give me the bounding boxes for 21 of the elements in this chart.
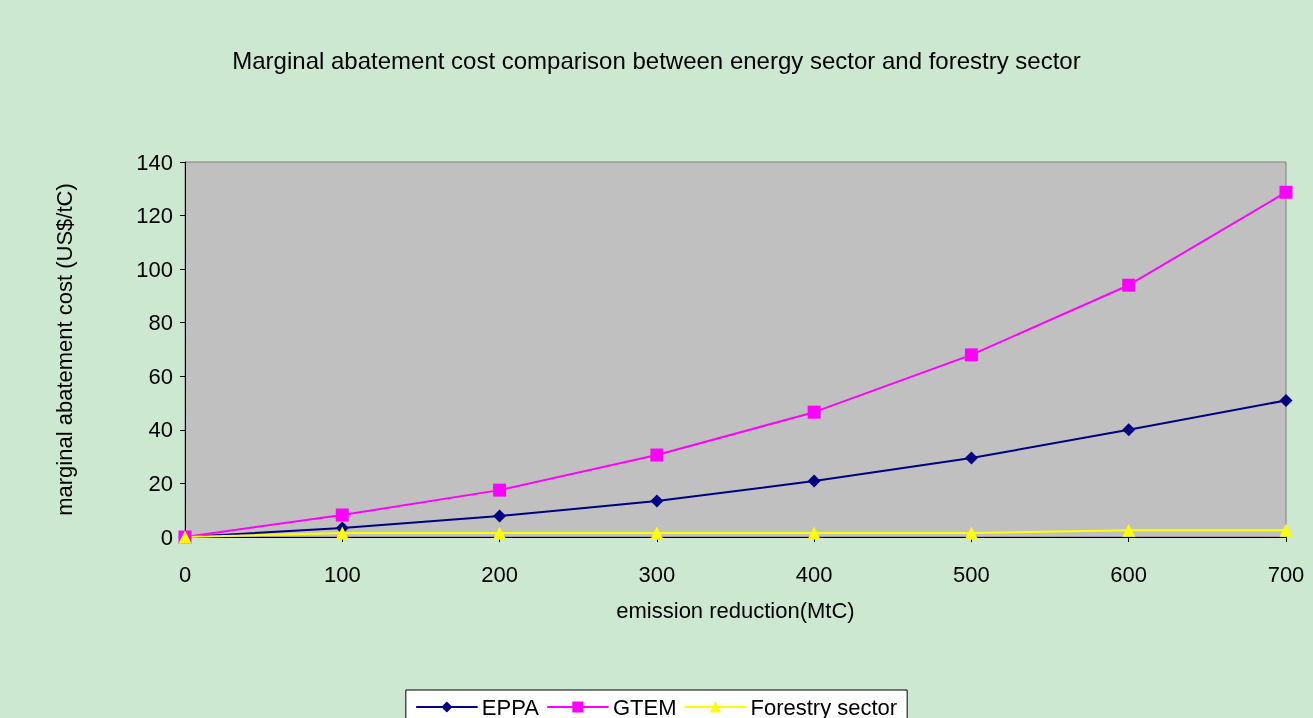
y-axis-title: marginal abatement cost (US$/tC) [51,183,77,516]
y-tick-label: 140 [136,149,173,175]
x-tick-label: 500 [953,561,990,587]
x-tick-label: 400 [795,561,833,587]
x-tick-label: 300 [638,561,676,587]
chart-title: Marginal abatement cost comparison between energy sector and forestry sector [232,46,1081,74]
x-tick-label: 0 [178,561,192,587]
y-tick-label: 40 [148,417,173,443]
y-tick-label: 60 [148,363,173,389]
x-tick-label: 700 [1267,561,1305,587]
legend-label: GTEM [612,694,677,718]
x-axis-title: emission reduction(MtC) [616,597,855,623]
y-tick-label: 0 [160,524,173,550]
y-tick-label: 120 [136,203,173,229]
x-tick-label: 200 [481,561,518,587]
legend-label: EPPA [481,694,540,718]
y-tick-label: 100 [136,256,173,282]
x-tick-label: 600 [1110,561,1148,587]
x-tick-label: 100 [323,561,361,587]
y-tick-label: 20 [148,470,173,496]
y-tick-label: 80 [148,310,173,336]
